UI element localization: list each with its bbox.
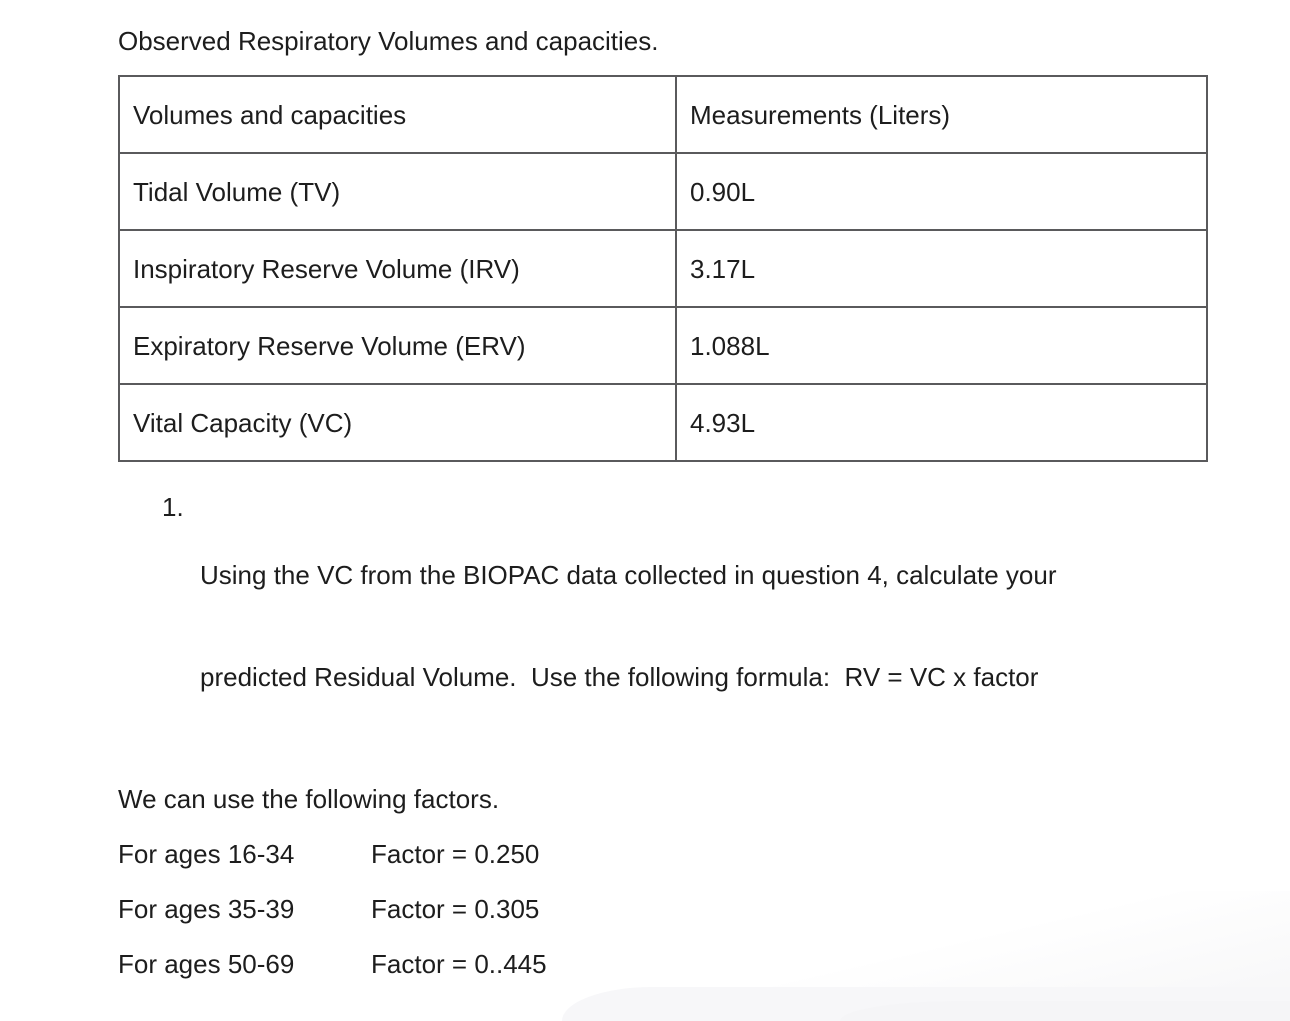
factor-value: Factor = 0.250 (371, 839, 540, 869)
factor-value: Factor = 0.305 (371, 894, 540, 924)
row-value-inspiratory-reserve: 3.17L (675, 229, 1208, 308)
question-1-line-1: Using the VC from the BIOPAC data collec… (200, 560, 1057, 590)
row-value-tidal-volume: 0.90L (675, 152, 1208, 231)
factor-age-range: For ages 35-39 (118, 894, 295, 924)
respiratory-volumes-table: Volumes and capacities Measurements (Lit… (118, 75, 1208, 462)
row-label-tidal-volume: Tidal Volume (TV) (118, 152, 677, 231)
factor-age-range: For ages 16-34 (118, 839, 295, 869)
row-value-vital-capacity: 4.93L (675, 383, 1208, 462)
question-1-line-2: predicted Residual Volume. Use the follo… (200, 662, 1039, 692)
row-label-expiratory-reserve: Expiratory Reserve Volume (ERV) (118, 306, 677, 385)
factors-intro: We can use the following factors. (118, 784, 500, 814)
table-row: Tidal Volume (TV) 0.90L (118, 152, 1208, 231)
page-title: Observed Respiratory Volumes and capacit… (118, 26, 659, 56)
factor-age-range: For ages 50-69 (118, 949, 295, 979)
factor-value: Factor = 0..445 (371, 949, 547, 979)
row-label-inspiratory-reserve: Inspiratory Reserve Volume (IRV) (118, 229, 677, 308)
row-label-vital-capacity: Vital Capacity (VC) (118, 383, 677, 462)
table-row: Inspiratory Reserve Volume (IRV) 3.17L (118, 229, 1208, 308)
row-value-expiratory-reserve: 1.088L (675, 306, 1208, 385)
question-1-number: 1. (162, 492, 184, 522)
factor-row: For ages 16-34 Factor = 0.250 (118, 837, 1210, 871)
question-1-text: Using the VC from the BIOPAC data collec… (200, 490, 1057, 762)
header-cell-volumes: Volumes and capacities (118, 75, 677, 154)
factor-row: For ages 35-39 Factor = 0.305 (118, 892, 1210, 926)
question-1-item: 1. Using the VC from the BIOPAC data col… (118, 490, 1210, 762)
table-row: Expiratory Reserve Volume (ERV) 1.088L (118, 306, 1208, 385)
table-header-row: Volumes and capacities Measurements (Lit… (118, 75, 1208, 154)
table-row: Vital Capacity (VC) 4.93L (118, 383, 1208, 462)
question-2-text: 2. Using your data from the BIOPAC Lesso… (118, 999, 1210, 1021)
header-cell-measurements: Measurements (Liters) (675, 75, 1208, 154)
factor-row: For ages 50-69 Factor = 0..445 (118, 947, 1210, 981)
